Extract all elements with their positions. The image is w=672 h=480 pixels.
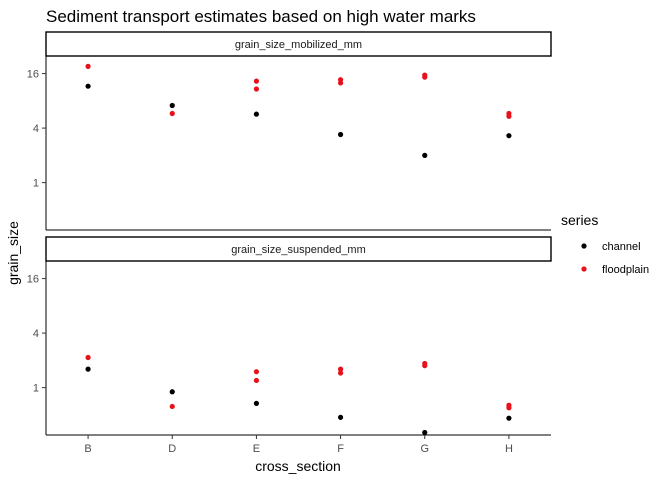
point-floodplain-D	[169, 403, 175, 410]
point-channel-G	[422, 152, 428, 158]
panel-1: grain_size_mobilized_mm 1 4 16	[27, 31, 552, 231]
y-tick-label: 4	[33, 328, 39, 340]
y-tick-label: 4	[33, 123, 39, 135]
point-channel-H	[506, 415, 512, 421]
legend: series channel floodplain	[561, 212, 649, 276]
point-channel-D	[169, 389, 175, 395]
y-tick-label: 1	[33, 383, 39, 395]
panel-strip	[45, 236, 552, 262]
x-tick-label: G	[420, 443, 429, 455]
point-floodplain-F	[337, 366, 344, 372]
legend-title: series	[561, 212, 598, 228]
point-channel-E	[253, 400, 260, 406]
chart-title: Sediment transport estimates based on hi…	[46, 7, 476, 26]
legend-label-floodplain: floodplain	[602, 264, 649, 276]
point-floodplain-F	[337, 80, 344, 86]
point-channel-H	[506, 133, 512, 139]
point-floodplain-G	[422, 74, 428, 80]
point-floodplain-G	[422, 363, 428, 369]
y-axis-label: grain_size	[5, 221, 21, 285]
point-floodplain-B	[85, 63, 91, 69]
x-tick-label: E	[253, 443, 260, 455]
point-channel-F	[337, 414, 344, 420]
point-floodplain-H	[506, 113, 512, 119]
x-tick-label: H	[505, 443, 513, 455]
x-tick-label: F	[337, 443, 344, 455]
panel-strip-label: grain_size_mobilized_mm	[235, 39, 362, 51]
point-floodplain-E	[253, 369, 260, 375]
point-floodplain-E	[253, 86, 260, 92]
y-tick-label: 1	[33, 178, 39, 190]
point-floodplain-E	[253, 78, 260, 84]
legend-label-channel: channel	[602, 241, 641, 253]
point-channel-B	[85, 366, 91, 372]
legend-key-channel	[581, 243, 587, 249]
panel-strip-label: grain_size_suspended_mm	[231, 244, 366, 256]
point-floodplain-E	[253, 377, 260, 384]
point-channel-E	[253, 111, 260, 117]
panel-strip	[45, 31, 552, 57]
point-channel-F	[337, 131, 344, 138]
x-axis-label: cross_section	[255, 458, 341, 474]
point-floodplain-F	[337, 370, 344, 376]
legend-key-floodplain	[581, 266, 587, 272]
x-tick-label: D	[168, 443, 176, 455]
panel-2: grain_size_suspended_mm 1 4 16 B D E F G H	[27, 236, 552, 455]
point-channel-D	[169, 102, 175, 109]
y-tick-label: 16	[27, 69, 39, 81]
point-channel-B	[85, 83, 91, 89]
point-channel-G	[422, 429, 428, 436]
point-floodplain-B	[85, 354, 91, 361]
y-tick-label: 16	[27, 274, 39, 286]
x-tick-label: B	[84, 443, 91, 455]
point-floodplain-H	[506, 405, 512, 411]
point-floodplain-D	[169, 110, 175, 117]
